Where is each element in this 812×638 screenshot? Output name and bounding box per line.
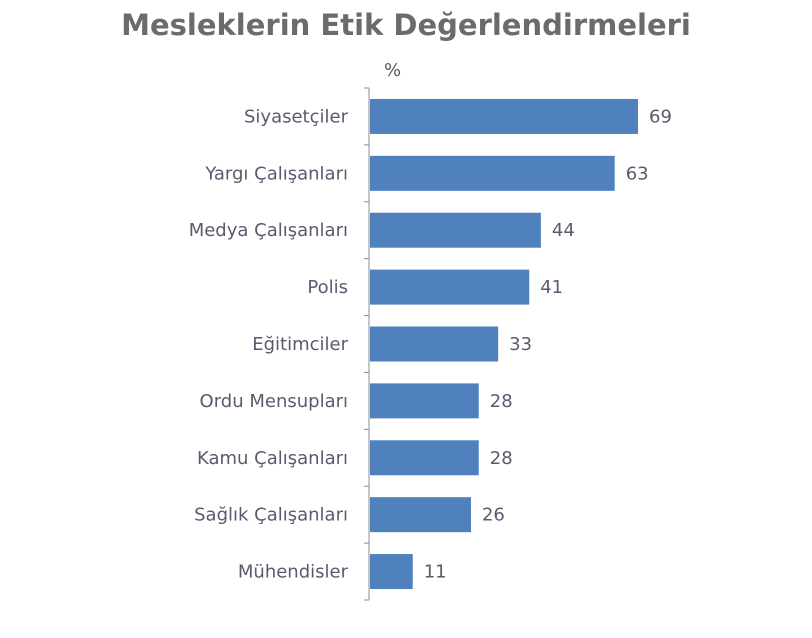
- value-label: 11: [424, 562, 447, 583]
- value-label: 28: [490, 448, 513, 469]
- bar: [370, 554, 413, 590]
- bar: [370, 440, 479, 476]
- bar: [370, 383, 479, 419]
- bar: [370, 98, 638, 134]
- value-label: 33: [509, 334, 532, 355]
- bar: [370, 212, 541, 248]
- category-label: Kamu Çalışanları: [197, 448, 348, 469]
- category-label: Eğitimciler: [252, 334, 348, 355]
- category-label: Siyasetçiler: [244, 106, 349, 127]
- value-label: 26: [482, 505, 505, 526]
- category-label: Sağlık Çalışanları: [194, 505, 348, 526]
- category-label: Ordu Mensupları: [200, 391, 348, 412]
- value-label: 44: [552, 220, 575, 241]
- category-label: Yargı Çalışanları: [204, 163, 348, 184]
- bar: [370, 326, 499, 362]
- bar: [370, 269, 530, 305]
- category-label: Medya Çalışanları: [189, 220, 348, 241]
- category-label: Polis: [307, 277, 348, 298]
- value-label: 28: [490, 391, 513, 412]
- unit-label: %: [384, 60, 402, 81]
- bar: [370, 497, 471, 533]
- value-label: 69: [649, 106, 672, 127]
- chart-title: Mesleklerin Etik Değerlendirmeleri: [121, 8, 691, 42]
- category-label: Mühendisler: [238, 562, 349, 583]
- bar: [370, 155, 615, 191]
- value-label: 41: [540, 277, 563, 298]
- value-label: 63: [626, 163, 649, 184]
